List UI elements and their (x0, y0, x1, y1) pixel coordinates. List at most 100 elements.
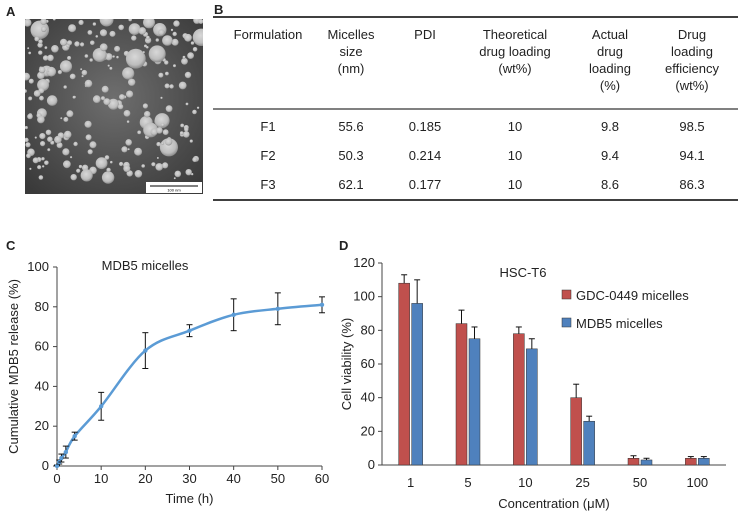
micelle-particle (81, 69, 88, 76)
tem-micrograph: 100 nm (25, 19, 203, 194)
y-tick-label: 80 (35, 299, 49, 314)
micelle-particle (85, 134, 92, 141)
micelle-particle (70, 174, 77, 181)
micelle-particle (159, 138, 178, 157)
y-tick-label: 20 (361, 423, 375, 438)
chart-title: MDB5 micelles (102, 258, 189, 273)
micelle-particle (142, 103, 148, 109)
micelle-particle (150, 128, 158, 136)
table-cell: 0.185 (409, 119, 442, 134)
micelle-particle (74, 41, 80, 47)
x-axis-title: Time (h) (166, 491, 214, 506)
micelle-particle (63, 117, 69, 122)
table-header-cell: Theoretical (483, 27, 547, 42)
y-tick-label: 0 (368, 457, 375, 472)
y-tick-label: 100 (27, 259, 49, 274)
micelle-particle (185, 102, 189, 106)
table-cell: F3 (260, 177, 275, 192)
micelle-particle (109, 30, 116, 37)
table-cell: F2 (260, 148, 275, 163)
table-cell: 10 (508, 119, 522, 134)
micelle-particle (38, 39, 43, 44)
table-cell: 9.8 (601, 119, 619, 134)
micelle-particle (78, 164, 83, 169)
micelle-particle (68, 24, 77, 33)
micelle-particle (161, 142, 164, 145)
micelle-particle (189, 139, 193, 143)
micelle-particle (123, 165, 131, 173)
y-tick-label: 40 (35, 378, 49, 393)
micelle-particle (181, 57, 188, 65)
x-tick-label: 50 (633, 475, 647, 490)
x-tick-label: 1 (407, 475, 414, 490)
micelle-particle (121, 146, 128, 153)
micelle-particle (28, 96, 33, 101)
micelle-particle (190, 41, 195, 45)
micelle-particle (99, 29, 108, 37)
micelle-particle (116, 55, 119, 59)
micelle-particle (162, 35, 173, 46)
legend-swatch (561, 317, 572, 328)
micelle-particle (80, 169, 93, 182)
micelle-particle (119, 161, 124, 167)
micelle-particle (118, 24, 124, 31)
legend-label: MDB5 micelles (576, 316, 663, 331)
micelle-particle (182, 55, 186, 59)
data-point (187, 328, 192, 333)
micelle-particle (192, 47, 198, 52)
micelle-particle (192, 28, 203, 46)
micelle-particle (192, 109, 197, 115)
micelle-particle (156, 142, 161, 147)
micelle-particle (66, 40, 73, 46)
table-header-cell: loading (589, 61, 631, 76)
micelle-particle (38, 50, 43, 55)
micelle-particle (63, 130, 72, 139)
table-header-cell: PDI (414, 27, 436, 42)
micelle-particle (47, 54, 54, 62)
micelle-particle (89, 141, 97, 149)
x-tick-label: 50 (271, 471, 285, 486)
micelle-particle (101, 85, 109, 93)
micelle-particle (123, 110, 131, 117)
bar (398, 282, 410, 466)
micelle-particle (125, 48, 146, 69)
micelle-particle (92, 95, 101, 104)
micelle-particle (187, 52, 195, 59)
micelle-particle (101, 171, 115, 184)
micelle-particle (32, 157, 39, 164)
micelle-particle (57, 70, 63, 75)
x-tick-label: 0 (53, 471, 60, 486)
micelle-particle (95, 35, 99, 38)
table-header-cell: drug (597, 44, 623, 59)
table-header-cell: size (339, 44, 362, 59)
micelle-particle (34, 36, 40, 42)
micelle-particle (125, 139, 132, 146)
table-header-cell: Formulation (234, 27, 303, 42)
micelle-particle (109, 66, 113, 70)
micelle-particle (80, 42, 85, 47)
micelle-particle (104, 155, 110, 160)
y-tick-label: 0 (42, 458, 49, 473)
micelle-particle (122, 67, 135, 80)
table-cell: 55.6 (338, 119, 363, 134)
micelle-particle (89, 58, 93, 62)
micelle-particle (156, 157, 159, 159)
micelle-particle (87, 149, 93, 155)
micelle-particle (198, 19, 203, 24)
micelle-particle (47, 136, 53, 143)
micelle-particle (170, 28, 174, 32)
micelle-particle (107, 98, 119, 110)
bar (570, 397, 582, 466)
micelle-particle (34, 136, 37, 139)
micelle-particle (162, 162, 169, 169)
data-point (143, 348, 148, 353)
micelle-particle (144, 111, 151, 118)
chart-title: HSC-T6 (500, 265, 547, 280)
micelle-particle (25, 142, 31, 148)
micelle-particle (87, 30, 93, 35)
bar (685, 458, 697, 466)
micelle-particle (25, 89, 27, 93)
micelle-particle (110, 160, 113, 164)
micelle-particle (46, 66, 57, 77)
y-tick-label: 100 (353, 289, 375, 304)
